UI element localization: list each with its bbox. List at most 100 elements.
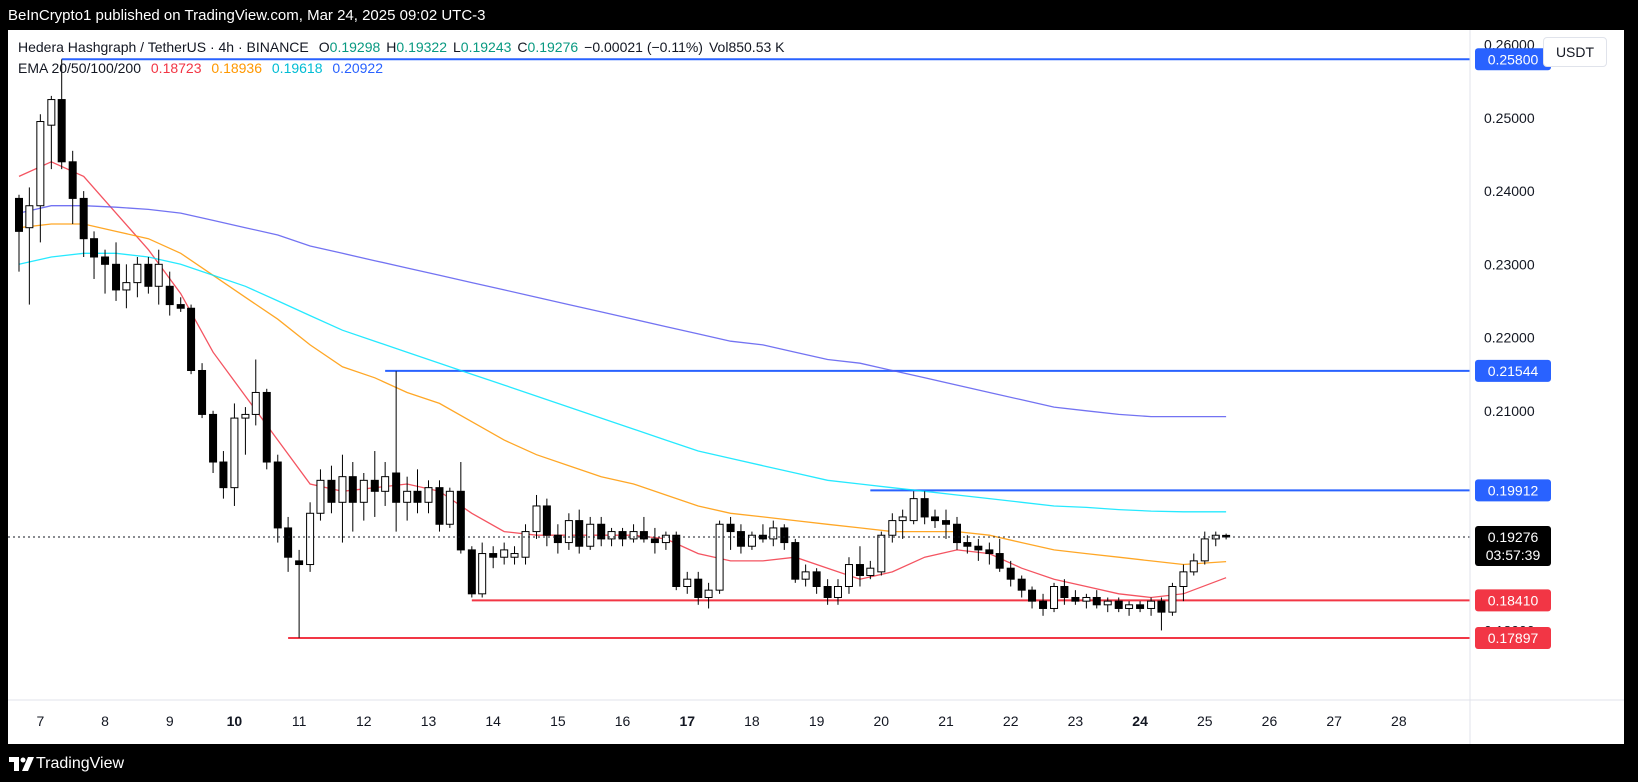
symbol-name[interactable]: Hedera Hashgraph / TetherUS · 4h · BINAN…	[18, 39, 309, 55]
candle-body	[769, 527, 778, 540]
time-tick-label: 18	[744, 713, 760, 729]
level-label-bg	[1475, 626, 1551, 649]
candle-body	[338, 476, 347, 503]
candle	[985, 542, 994, 565]
candle-body	[780, 527, 789, 544]
candle-body	[586, 523, 595, 547]
candle	[1028, 586, 1037, 609]
candle-body	[564, 520, 573, 544]
candle	[1222, 533, 1231, 540]
time-tick-label: 8	[101, 713, 109, 729]
candle-body	[650, 538, 659, 544]
candle	[953, 516, 962, 550]
level-label-bg	[1475, 48, 1551, 71]
candle	[456, 462, 465, 554]
time-tick-label: 14	[485, 713, 501, 729]
candle-body	[165, 285, 174, 306]
time-tick-label: 13	[421, 713, 437, 729]
candle	[14, 194, 23, 272]
candle	[144, 256, 153, 294]
candle	[79, 191, 88, 257]
candle	[888, 513, 897, 543]
candle-body	[14, 197, 23, 232]
candle	[855, 546, 864, 587]
currency-button[interactable]: USDT	[1543, 37, 1607, 67]
candle	[1092, 590, 1101, 609]
candle	[650, 527, 659, 554]
ema100-line	[18, 252, 1227, 513]
candle	[445, 487, 454, 528]
candle	[101, 249, 110, 294]
candle-body	[25, 205, 34, 229]
candle-body	[866, 567, 875, 577]
candle	[47, 95, 56, 170]
candle-body	[1136, 604, 1145, 609]
candlestick-chart[interactable]: 0.260000.250000.240000.230000.220000.210…	[8, 30, 1624, 744]
time-axis[interactable]: 7 8 9 10 11 12 13 14 15 16 17 18 19 20 21 22 23 24 25 26 27 2…	[8, 699, 1624, 729]
candle-body	[1050, 586, 1059, 609]
candle	[844, 557, 853, 594]
candle	[909, 491, 918, 525]
support-price-label: 0.17897	[1475, 626, 1551, 649]
candle-body	[359, 479, 368, 503]
candle	[995, 538, 1004, 572]
candle-body	[963, 542, 972, 547]
tradingview-brand[interactable]: TradingView	[36, 755, 125, 772]
candle	[306, 502, 315, 572]
candle-body	[251, 391, 260, 415]
candle	[1082, 593, 1091, 609]
candle-body	[90, 238, 99, 258]
price-tick-label: 0.22000	[1484, 330, 1535, 346]
candle	[295, 549, 304, 638]
candle-body	[122, 282, 131, 291]
price-tick-label: 0.25000	[1484, 110, 1535, 126]
vol-value: 850.53 K	[728, 39, 785, 55]
candle-body	[607, 531, 616, 540]
candle	[165, 271, 174, 316]
candle	[57, 59, 66, 170]
resistance-price-label: 0.19912	[1475, 479, 1551, 502]
candle	[553, 524, 562, 554]
time-tick-label: 28	[1391, 713, 1407, 729]
candle	[489, 546, 498, 569]
candle	[154, 249, 163, 305]
candle	[273, 454, 282, 543]
candle	[1157, 597, 1166, 631]
candle-body	[79, 197, 88, 240]
candle-body	[715, 523, 724, 591]
time-tick-label: 24	[1132, 713, 1148, 729]
candle	[1050, 582, 1059, 613]
candle	[963, 535, 972, 554]
candle	[694, 571, 703, 605]
close-value: 0.19276	[527, 39, 579, 55]
chart-panel[interactable]: 0.26000 0.25000 0.24000 0.23000 0.22000 0.210…	[8, 30, 1624, 744]
candle	[187, 304, 196, 375]
ema-legend: EMA 20/50/100/200 0.18723 0.18936 0.1961…	[18, 60, 389, 76]
time-tick-label: 22	[1003, 713, 1019, 729]
candle-body	[1082, 596, 1091, 602]
candle	[1168, 582, 1177, 616]
candle-body	[898, 516, 907, 522]
candle	[1060, 579, 1069, 605]
candle	[338, 454, 347, 543]
time-tick-label: 26	[1262, 713, 1278, 729]
ema-label[interactable]: EMA 20/50/100/200	[18, 60, 141, 76]
candle-body	[489, 553, 498, 558]
level-label-bg	[1475, 479, 1551, 502]
change-value: −0.00021 (−0.11%)	[584, 39, 703, 55]
candle-body	[413, 490, 422, 503]
price-tick-label: 0.24000	[1484, 183, 1535, 199]
candle-body	[1147, 600, 1156, 609]
candle-body	[456, 490, 465, 551]
candle-body	[133, 263, 142, 284]
time-tick-label: 27	[1326, 713, 1342, 729]
candle	[348, 462, 357, 532]
candle-body	[112, 263, 121, 291]
candle-body	[995, 553, 1004, 569]
candle	[25, 187, 34, 305]
candle-body	[144, 263, 153, 287]
candle-body	[1189, 560, 1198, 573]
candle	[1147, 597, 1156, 616]
candle-body	[1071, 596, 1080, 602]
candle	[791, 538, 800, 583]
